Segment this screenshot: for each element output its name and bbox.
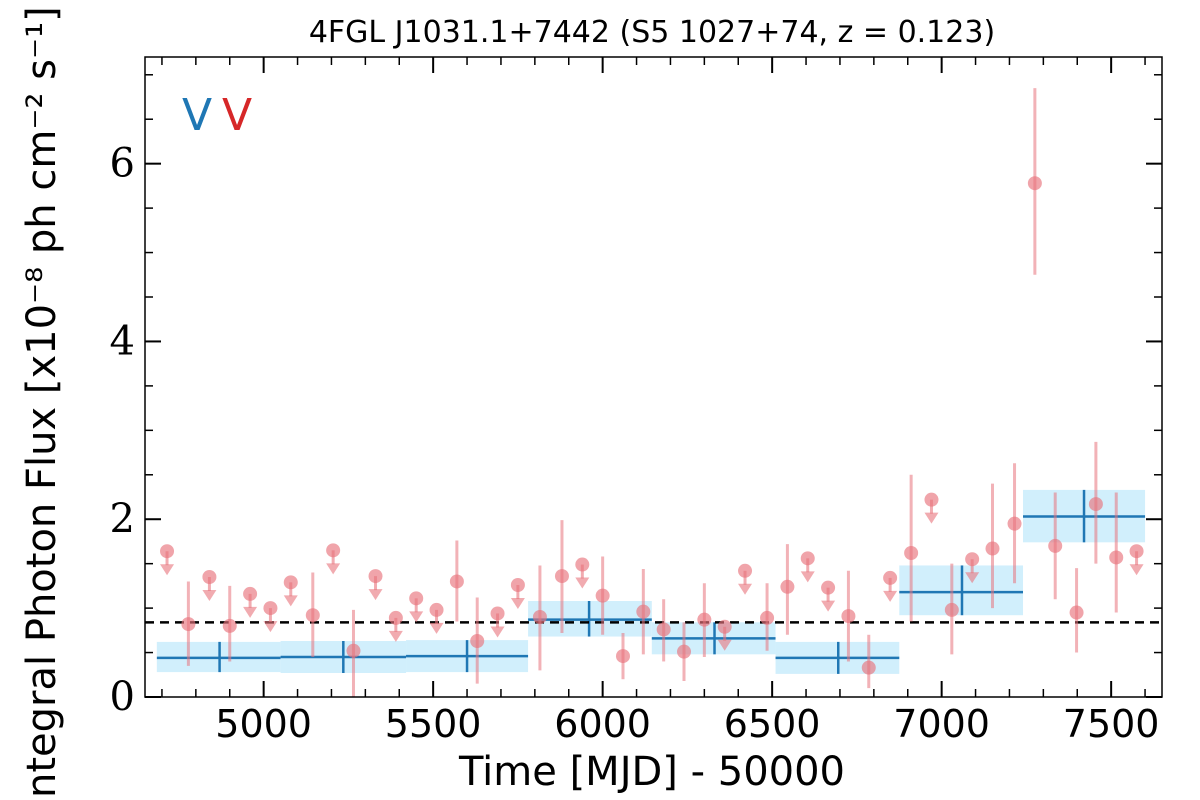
upper-limit-arrow-16: [490, 626, 505, 638]
data-point-11: [388, 610, 403, 625]
data-point-12: [409, 591, 424, 606]
data-point-16: [490, 606, 505, 621]
data-point-26: [697, 612, 712, 627]
fine-flux-series: [160, 88, 1144, 697]
y-tick-label-0: 0: [110, 674, 135, 720]
data-point-47: [1129, 544, 1144, 559]
data-point-29: [760, 610, 775, 625]
data-point-13: [429, 602, 444, 617]
y-tick-label-2: 4: [110, 318, 135, 364]
data-point-28: [738, 563, 753, 578]
data-point-34: [861, 660, 876, 675]
data-point-40: [985, 541, 1000, 556]
data-point-20: [575, 557, 590, 572]
upper-limit-arrow-31: [800, 571, 815, 583]
x-tick-label-3: 6500: [724, 702, 821, 746]
upper-limit-arrow-6: [283, 595, 298, 607]
upper-limit-arrow-5: [263, 621, 278, 633]
upper-limit-arrow-27: [717, 639, 732, 651]
data-point-46: [1109, 550, 1124, 565]
data-point-0: [160, 544, 175, 559]
legend-mark-0: V: [182, 90, 212, 141]
data-point-22: [615, 649, 630, 664]
data-point-35: [883, 570, 898, 585]
data-point-4: [243, 586, 258, 601]
chart-title: 4FGL J1031.1+7442 (S5 1027+74, z = 0.123…: [309, 15, 995, 50]
upper-limit-arrow-20: [575, 577, 590, 589]
x-tick-label-2: 6000: [554, 702, 651, 746]
upper-limit-arrow-0: [160, 564, 175, 576]
data-point-27: [717, 619, 732, 634]
upper-limit-arrow-2: [202, 590, 217, 601]
data-point-2: [202, 570, 217, 584]
data-point-31: [800, 551, 815, 566]
data-point-37: [924, 492, 939, 507]
data-point-1: [181, 617, 196, 632]
data-point-36: [904, 546, 919, 560]
data-point-44: [1069, 605, 1084, 620]
data-point-39: [965, 552, 980, 567]
data-point-41: [1007, 516, 1022, 531]
upper-limit-arrow-35: [883, 590, 898, 602]
data-point-24: [656, 622, 671, 637]
upper-limit-arrow-8: [326, 563, 341, 575]
data-point-21: [595, 588, 610, 603]
legend-mark-1: V: [222, 90, 252, 141]
x-axis-label: Time [MJD] - 50000: [458, 749, 845, 795]
upper-limit-arrow-28: [738, 583, 753, 595]
data-point-10: [368, 569, 383, 584]
data-point-7: [305, 608, 320, 623]
data-point-17: [510, 578, 525, 592]
upper-limit-arrow-11: [388, 630, 403, 642]
upper-limit-arrow-39: [965, 572, 980, 584]
data-point-25: [677, 644, 692, 659]
data-point-23: [636, 604, 651, 619]
upper-limit-arrow-10: [368, 589, 383, 601]
data-point-19: [554, 569, 569, 584]
axes: 5000 5500 6000 6500 7000 7500 0 2 4 6: [110, 56, 1163, 746]
data-point-38: [944, 602, 959, 617]
x-tick-label-4: 7000: [893, 702, 990, 746]
x-tick-label-5: 7500: [1063, 702, 1160, 746]
data-point-32: [821, 580, 836, 595]
y-tick-label-1: 2: [110, 496, 135, 542]
data-point-33: [841, 609, 856, 624]
x-tick-label-0: 5000: [215, 702, 312, 746]
y-tick-label-3: 6: [110, 141, 135, 187]
upper-limit-arrow-13: [429, 622, 444, 634]
data-point-9: [346, 643, 361, 658]
upper-limit-arrow-4: [243, 606, 258, 618]
data-point-3: [222, 618, 237, 633]
data-point-18: [532, 610, 547, 624]
data-point-5: [263, 601, 278, 616]
upper-limit-arrow-17: [510, 598, 525, 609]
data-point-42: [1027, 176, 1042, 191]
y-axis-label: Integral Photon Flux [x10⁻⁸ ph cm⁻² s⁻¹]: [19, 6, 65, 800]
upper-limit-arrow-47: [1129, 564, 1144, 576]
data-point-6: [283, 575, 298, 590]
upper-limit-arrow-37: [924, 512, 939, 524]
data-point-15: [470, 634, 485, 648]
data-point-30: [780, 579, 795, 594]
binned-flux-series: [156, 489, 1146, 674]
plot-frame: [144, 56, 1163, 698]
x-tick-label-1: 5500: [385, 702, 482, 746]
upper-limit-arrow-12: [409, 611, 424, 623]
upper-limit-arrow-32: [821, 600, 836, 612]
data-point-43: [1048, 538, 1063, 553]
data-point-45: [1088, 497, 1103, 512]
data-point-14: [449, 574, 464, 589]
data-point-8: [326, 543, 341, 558]
